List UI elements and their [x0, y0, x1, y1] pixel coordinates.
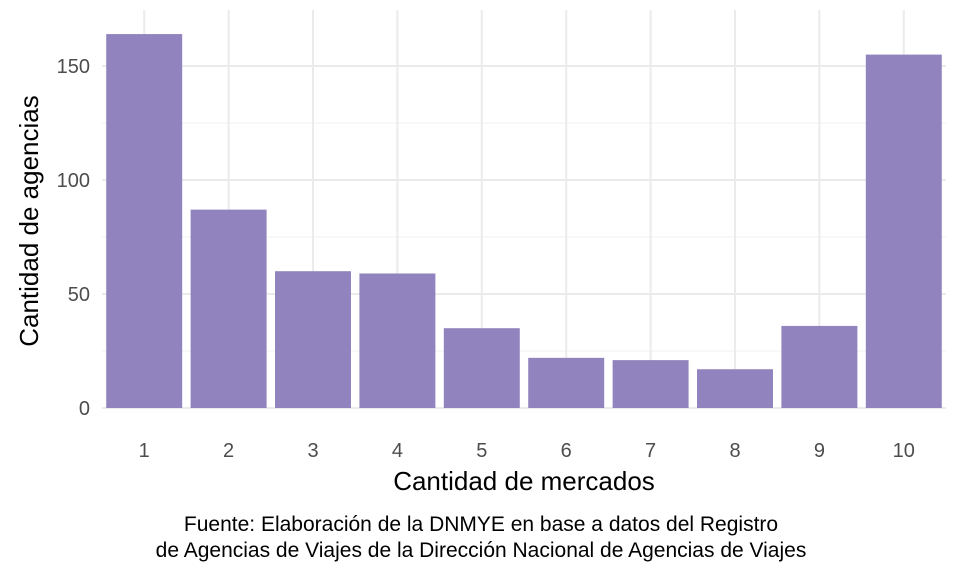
- x-tick-label: 7: [645, 440, 656, 462]
- bar: [865, 54, 942, 408]
- x-tick-label: 9: [814, 440, 825, 462]
- y-tick-label: 150: [57, 56, 90, 78]
- bar: [781, 325, 858, 408]
- x-axis-title: Cantidad de mercados: [393, 466, 655, 496]
- y-axis-title: Cantidad de agencias: [14, 95, 44, 347]
- bar: [275, 271, 351, 408]
- x-tick-label: 1: [139, 440, 150, 462]
- x-tick-label: 2: [223, 440, 234, 462]
- y-tick-label: 100: [57, 170, 90, 192]
- x-tick-label: 6: [561, 440, 572, 462]
- x-tick-label: 4: [392, 440, 403, 462]
- bar: [443, 328, 520, 408]
- y-tick-label: 0: [79, 398, 90, 420]
- bar: [612, 360, 689, 408]
- x-tick-label: 10: [893, 440, 915, 462]
- x-tick-label: 5: [476, 440, 487, 462]
- x-axis-tick-labels: 1 2 3 4 5 6 7 8 9 10: [139, 440, 915, 462]
- caption-line-2: de Agencias de Viajes de la Dirección Na…: [156, 539, 807, 562]
- y-axis-tick-labels: 0 50 100 150: [57, 56, 90, 420]
- bar: [359, 273, 436, 408]
- x-tick-label: 8: [729, 440, 740, 462]
- bar: [190, 209, 267, 408]
- x-tick-label: 3: [307, 440, 318, 462]
- y-tick-label: 50: [68, 284, 90, 306]
- bars: [106, 34, 942, 408]
- major-gridlines: [102, 10, 946, 409]
- bar: [106, 34, 183, 408]
- caption-line-1: Fuente: Elaboración de la DNMYE en base …: [184, 513, 778, 536]
- bar: [697, 369, 773, 408]
- bar: [528, 357, 605, 408]
